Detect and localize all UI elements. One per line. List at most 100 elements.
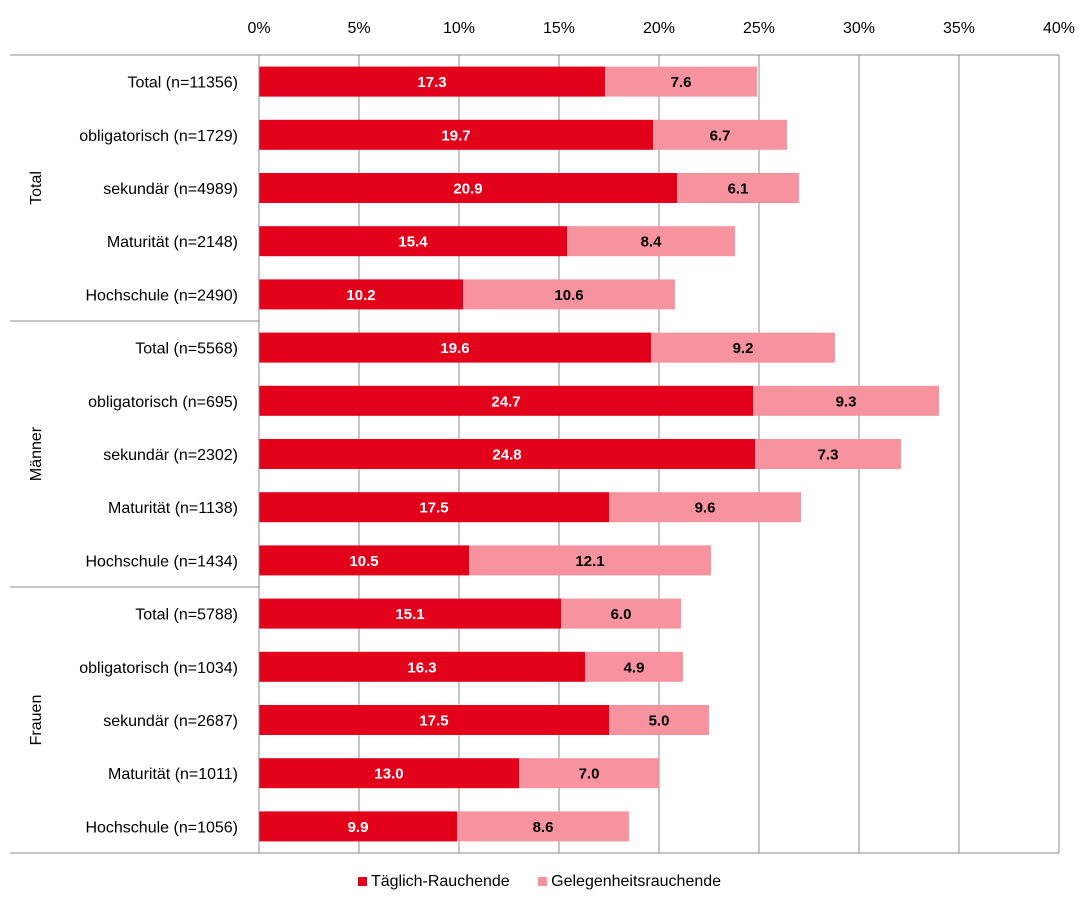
bar-segment: [469, 545, 711, 576]
data-label: 13.0: [374, 766, 403, 783]
bar-segment: [753, 385, 939, 416]
bar-segment: [755, 439, 901, 469]
legend-item-taeglich: Täglich-Rauchende: [357, 873, 510, 891]
x-tick-label: 40%: [1043, 20, 1075, 37]
bar-segment: [651, 332, 835, 363]
x-tick-label: 5%: [347, 20, 370, 37]
category-label: Total (n=5788): [135, 607, 238, 624]
category-label: sekundär (n=2687): [103, 713, 238, 730]
x-tick-label: 25%: [743, 20, 775, 37]
bar-segment: [259, 651, 585, 682]
bar-segment: [653, 119, 787, 150]
legend-swatch-taeglich: [357, 877, 367, 886]
x-tick-label: 10%: [443, 20, 475, 37]
category-label: Maturität (n=1138): [108, 500, 238, 517]
data-label: 9.2: [733, 340, 754, 357]
data-label: 9.6: [695, 500, 716, 517]
category-label: Total (n=5568): [135, 341, 238, 358]
legend-swatch-gelegenheit: [538, 877, 548, 886]
bar-segment: [259, 385, 753, 416]
data-label: 4.9: [624, 659, 645, 676]
bar-segment: [463, 279, 675, 310]
x-tick-label: 0%: [247, 20, 270, 37]
data-label: 6.1: [728, 181, 749, 198]
category-label: sekundär (n=2302): [103, 447, 238, 464]
data-label: 10.6: [554, 287, 583, 304]
group-label: Total: [28, 171, 45, 205]
x-tick-label: 30%: [843, 20, 875, 37]
bar-segment: [259, 226, 567, 257]
data-label: 17.5: [419, 713, 448, 730]
bar-segment: [519, 758, 659, 789]
bar-segment: [457, 811, 629, 842]
data-label: 7.6: [671, 74, 692, 91]
data-label: 24.7: [491, 393, 520, 410]
category-label: Maturität (n=2148): [107, 234, 238, 251]
data-label: 17.5: [419, 500, 448, 517]
bar-segment: [561, 598, 681, 629]
bar-segment: [259, 758, 519, 789]
data-label: 6.7: [710, 127, 731, 144]
legend-label-gelegenheit: Gelegenheitsrauchende: [551, 873, 722, 890]
x-axis-tick-labels: 0% 5% 10% 15% 20% 25% 30% 35% 40%: [247, 20, 1075, 37]
legend-label-taeglich: Täglich-Rauchende: [370, 873, 510, 890]
data-label: 15.1: [395, 606, 424, 623]
category-label: obligatorisch (n=1034): [79, 660, 238, 677]
legend-item-gelegenheit: Gelegenheitsrauchende: [538, 873, 721, 891]
data-label: 9.9: [348, 819, 369, 836]
bar-segment: [259, 598, 561, 629]
legend: Täglich-Rauchende Gelegenheitsrauchende: [0, 873, 1079, 891]
data-label: 20.9: [453, 181, 482, 198]
group-label: Männer: [28, 426, 45, 481]
category-label: obligatorisch (n=1729): [79, 128, 238, 145]
bars: 17.3 7.6 19.7 6.7 20.9 6.1 15.4 8.4 10.2 10.6 19.6…: [259, 66, 939, 842]
bar-segment: [259, 439, 755, 469]
data-label: 9.3: [836, 393, 857, 410]
bar-segment: [585, 651, 683, 682]
x-tick-label: 15%: [543, 20, 575, 37]
data-label: 8.4: [641, 234, 663, 251]
category-label: Hochschule (n=2490): [85, 287, 238, 304]
bar-segment: [609, 705, 709, 735]
bar-segment: [609, 492, 801, 523]
category-label: Hochschule (n=1434): [85, 553, 238, 570]
data-label: 15.4: [398, 234, 428, 251]
data-label: 7.0: [579, 766, 600, 783]
data-label: 10.2: [346, 287, 375, 304]
bar-segment: [259, 811, 457, 842]
bar-segment: [259, 279, 463, 310]
data-label: 7.3: [818, 447, 839, 464]
bar-segment: [259, 119, 653, 150]
data-label: 24.8: [492, 447, 521, 464]
bar-segment: [259, 173, 677, 203]
data-label: 19.7: [441, 127, 470, 144]
bar-segment: [259, 492, 609, 523]
group-labels: Total Männer Frauen: [28, 171, 45, 745]
data-label: 19.6: [440, 340, 469, 357]
category-labels: Total (n=11356) obligatorisch (n=1729) sek…: [79, 75, 238, 837]
bar-segment: [259, 705, 609, 735]
bar-segment: [259, 545, 469, 576]
data-label: 6.0: [611, 606, 632, 623]
x-tick-label: 20%: [643, 20, 675, 37]
category-label: obligatorisch (n=695): [88, 394, 238, 411]
bar-segment: [259, 66, 605, 97]
category-label: Total (n=11356): [128, 75, 238, 92]
data-label: 8.6: [533, 819, 554, 836]
data-label: 12.1: [575, 553, 604, 570]
data-label: 17.3: [417, 74, 446, 91]
bar-segment: [677, 173, 799, 203]
bar-segment: [259, 332, 651, 363]
axes: [10, 54, 1059, 854]
data-label: 16.3: [407, 659, 436, 676]
data-label: 10.5: [349, 553, 378, 570]
bar-segment: [605, 66, 757, 97]
group-label: Frauen: [28, 695, 45, 746]
x-tick-label: 35%: [943, 20, 975, 37]
data-label: 5.0: [649, 713, 670, 730]
category-label: Maturität (n=1011): [108, 766, 238, 783]
bar-segment: [567, 226, 735, 257]
category-label: Hochschule (n=1056): [85, 819, 238, 836]
category-label: sekundär (n=4989): [103, 181, 238, 198]
